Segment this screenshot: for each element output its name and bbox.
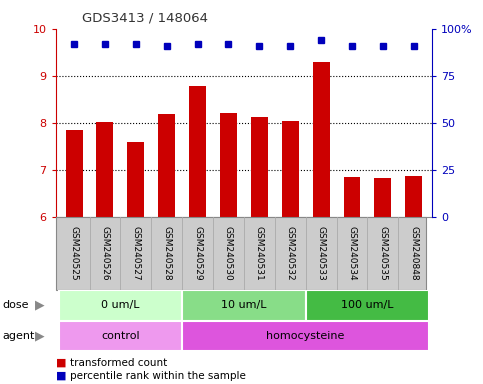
Text: GSM240532: GSM240532 bbox=[286, 226, 295, 280]
Bar bbox=[313, 62, 329, 217]
Text: GDS3413 / 148064: GDS3413 / 148064 bbox=[82, 12, 208, 25]
Bar bbox=[251, 117, 268, 217]
Bar bbox=[182, 321, 429, 351]
Bar bbox=[128, 142, 144, 217]
Text: GSM240535: GSM240535 bbox=[378, 226, 387, 280]
Text: GSM240527: GSM240527 bbox=[131, 226, 141, 280]
Bar bbox=[282, 121, 298, 217]
Bar bbox=[58, 290, 182, 321]
Text: 0 um/L: 0 um/L bbox=[101, 300, 140, 310]
Bar bbox=[58, 321, 182, 351]
Bar bbox=[158, 114, 175, 217]
Text: control: control bbox=[101, 331, 140, 341]
Text: 10 um/L: 10 um/L bbox=[221, 300, 267, 310]
Text: ■: ■ bbox=[56, 358, 66, 368]
Text: dose: dose bbox=[2, 300, 29, 310]
Text: ▶: ▶ bbox=[35, 329, 45, 343]
Text: GSM240848: GSM240848 bbox=[409, 226, 418, 280]
Bar bbox=[189, 86, 206, 217]
Text: GSM240531: GSM240531 bbox=[255, 226, 264, 280]
Bar bbox=[374, 178, 391, 217]
Text: GSM240533: GSM240533 bbox=[317, 226, 326, 280]
Text: agent: agent bbox=[2, 331, 35, 341]
Text: GSM240534: GSM240534 bbox=[347, 226, 356, 280]
Text: GSM240526: GSM240526 bbox=[100, 226, 110, 280]
Text: transformed count: transformed count bbox=[70, 358, 167, 368]
Bar bbox=[220, 113, 237, 217]
Text: GSM240528: GSM240528 bbox=[162, 226, 171, 280]
Text: ■: ■ bbox=[56, 371, 66, 381]
Bar bbox=[306, 290, 429, 321]
Bar bbox=[405, 175, 422, 217]
Text: ▶: ▶ bbox=[35, 299, 45, 312]
Bar bbox=[66, 130, 83, 217]
Bar bbox=[182, 290, 306, 321]
Bar bbox=[343, 177, 360, 217]
Bar bbox=[97, 122, 114, 217]
Text: GSM240530: GSM240530 bbox=[224, 226, 233, 280]
Text: GSM240525: GSM240525 bbox=[70, 226, 79, 280]
Text: percentile rank within the sample: percentile rank within the sample bbox=[70, 371, 246, 381]
Text: GSM240529: GSM240529 bbox=[193, 226, 202, 280]
Text: 100 um/L: 100 um/L bbox=[341, 300, 394, 310]
Text: homocysteine: homocysteine bbox=[267, 331, 345, 341]
